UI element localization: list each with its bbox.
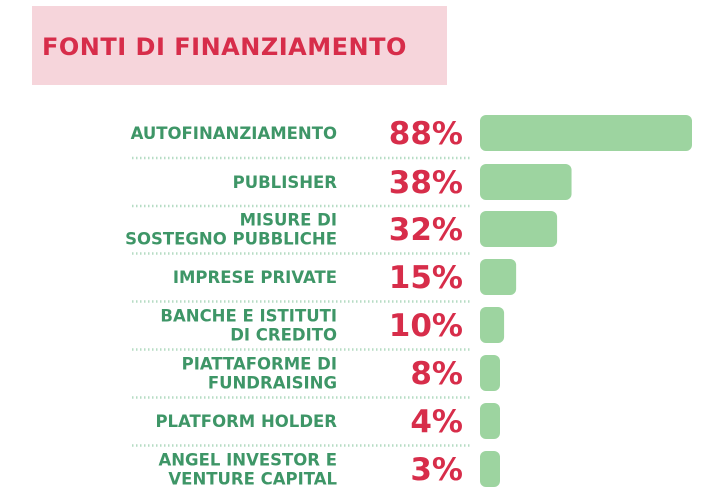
category-label-line: BANCHE E ISTITUTI: [160, 307, 337, 326]
category-label: ANGEL INVESTOR E VENTURE CAPITAL: [158, 451, 337, 489]
bar: [480, 403, 500, 439]
value-label: 8%: [410, 356, 463, 392]
chart-title: FONTI DI FINANZIAMENTO: [42, 33, 407, 61]
value-label: 3%: [410, 452, 463, 488]
value-label: 32%: [389, 212, 463, 248]
category-label-line: PLATFORM HOLDER: [155, 412, 337, 431]
value-label: 88%: [389, 116, 463, 152]
category-label-line: PUBLISHER: [233, 173, 338, 192]
category-label: PLATFORM HOLDER: [155, 412, 337, 431]
value-label: 38%: [389, 165, 463, 201]
category-label-line: FUNDRAISING: [208, 374, 337, 393]
category-label: IMPRESE PRIVATE: [173, 268, 337, 287]
category-label: PUBLISHER: [233, 173, 338, 192]
category-label: PIATTAFORME DI FUNDRAISING: [182, 355, 337, 393]
category-label: MISURE DI SOSTEGNO PUBBLICHE: [125, 211, 337, 249]
value-label: 10%: [389, 308, 463, 344]
category-label-line: IMPRESE PRIVATE: [173, 268, 337, 287]
category-label-line: PIATTAFORME DI: [182, 355, 337, 374]
category-label-line: DI CREDITO: [230, 326, 337, 345]
bar: [480, 164, 572, 200]
bar: [480, 355, 500, 391]
bar: [480, 451, 500, 487]
bar: [480, 115, 692, 151]
category-label: AUTOFINANZIAMENTO: [131, 124, 337, 143]
category-label-line: MISURE DI: [240, 211, 337, 230]
category-label-line: SOSTEGNO PUBBLICHE: [125, 230, 337, 249]
bar: [480, 307, 505, 343]
value-label: 4%: [410, 404, 463, 440]
bar: [480, 211, 558, 247]
value-label: 15%: [389, 260, 463, 296]
category-label-line: AUTOFINANZIAMENTO: [131, 124, 337, 143]
title-background: [32, 6, 447, 85]
bar: [480, 259, 517, 295]
category-label-line: VENTURE CAPITAL: [168, 470, 337, 489]
category-label: BANCHE E ISTITUTI DI CREDITO: [160, 307, 337, 345]
category-label-line: ANGEL INVESTOR E: [158, 451, 337, 470]
